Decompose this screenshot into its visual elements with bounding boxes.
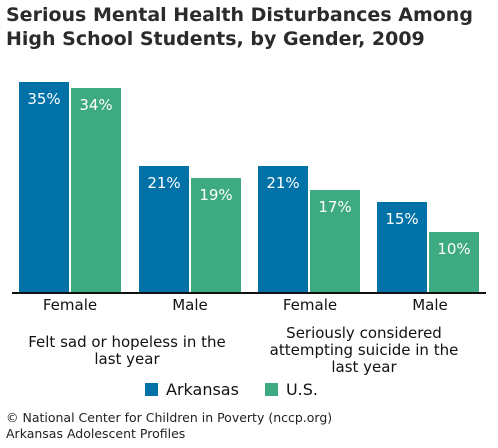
bar-arkansas-0 — [19, 82, 69, 292]
bar-chart: 35% 34% 21% 19% 21% 17% 15% 10% — [12, 82, 486, 294]
legend-item-us: U.S. — [264, 380, 318, 399]
category-label-female-sad: Female — [42, 296, 98, 314]
footer: © National Center for Children in Povert… — [6, 410, 332, 442]
data-label-us-3: 10% — [437, 240, 470, 258]
category-label-male-suicide: Male — [412, 296, 448, 314]
bar-us-0 — [71, 88, 121, 292]
bar-us-2 — [310, 190, 360, 292]
data-label-us-2: 17% — [318, 198, 351, 216]
data-label-arkansas-3: 15% — [385, 210, 418, 228]
data-label-arkansas-2: 21% — [266, 174, 299, 192]
data-label-us-0: 34% — [79, 96, 112, 114]
data-label-us-1: 19% — [199, 186, 232, 204]
source-text: Arkansas Adolescent Profiles — [6, 426, 186, 441]
legend-item-arkansas: Arkansas — [145, 380, 239, 399]
data-label-arkansas-1: 21% — [147, 174, 180, 192]
bar-arkansas-3 — [377, 202, 427, 292]
group-label-sad-hopeless: Felt sad or hopeless in the last year — [28, 333, 226, 368]
bar-arkansas-1 — [139, 166, 189, 292]
bar-arkansas-2 — [258, 166, 308, 292]
group-label-considered-suicide: Seriously considered attempting suicide … — [269, 324, 459, 376]
legend: Arkansas U.S. — [145, 380, 344, 399]
bar-us-1 — [191, 178, 241, 292]
legend-swatch-arkansas — [145, 383, 158, 396]
category-label-male-sad: Male — [172, 296, 208, 314]
data-label-arkansas-0: 35% — [27, 90, 60, 108]
copyright-text: © National Center for Children in Povert… — [6, 410, 333, 425]
chart-title: Serious Mental Health Disturbances Among… — [6, 4, 473, 50]
bar-us-3 — [429, 232, 479, 292]
legend-label-us: U.S. — [285, 380, 318, 399]
legend-swatch-us — [264, 383, 278, 396]
legend-label-arkansas: Arkansas — [166, 380, 239, 399]
category-label-female-suicide: Female — [282, 296, 338, 314]
